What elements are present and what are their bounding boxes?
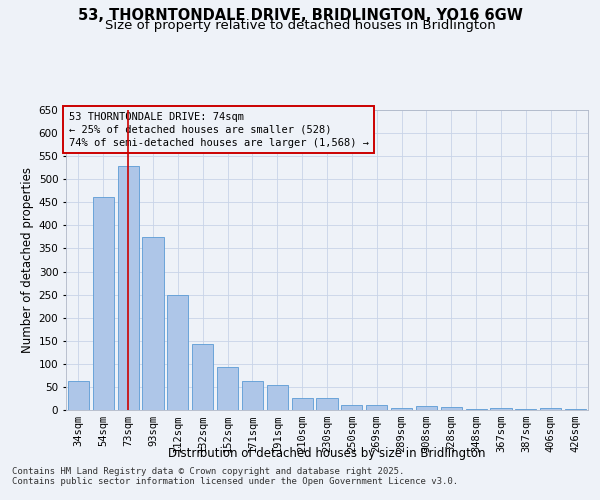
Bar <box>292 398 313 410</box>
Bar <box>391 408 412 410</box>
Text: Contains public sector information licensed under the Open Government Licence v3: Contains public sector information licen… <box>12 477 458 486</box>
Bar <box>167 294 188 410</box>
Bar <box>118 166 139 410</box>
Text: Distribution of detached houses by size in Bridlington: Distribution of detached houses by size … <box>168 448 486 460</box>
Bar <box>68 382 89 410</box>
Bar <box>341 406 362 410</box>
Text: Contains HM Land Registry data © Crown copyright and database right 2025.: Contains HM Land Registry data © Crown c… <box>12 467 404 476</box>
Y-axis label: Number of detached properties: Number of detached properties <box>22 167 34 353</box>
Bar <box>192 344 213 410</box>
Text: 53 THORNTONDALE DRIVE: 74sqm
← 25% of detached houses are smaller (528)
74% of s: 53 THORNTONDALE DRIVE: 74sqm ← 25% of de… <box>68 112 368 148</box>
Bar <box>565 408 586 410</box>
Bar <box>242 381 263 410</box>
Bar <box>466 408 487 410</box>
Text: Size of property relative to detached houses in Bridlington: Size of property relative to detached ho… <box>104 18 496 32</box>
Bar <box>93 197 114 410</box>
Bar <box>416 406 437 410</box>
Bar <box>316 398 338 410</box>
Bar <box>267 384 288 410</box>
Bar <box>540 408 561 410</box>
Bar <box>490 408 512 410</box>
Bar <box>515 408 536 410</box>
Bar <box>366 406 387 410</box>
Bar <box>142 237 164 410</box>
Bar <box>441 407 462 410</box>
Text: 53, THORNTONDALE DRIVE, BRIDLINGTON, YO16 6GW: 53, THORNTONDALE DRIVE, BRIDLINGTON, YO1… <box>77 8 523 22</box>
Bar <box>217 367 238 410</box>
